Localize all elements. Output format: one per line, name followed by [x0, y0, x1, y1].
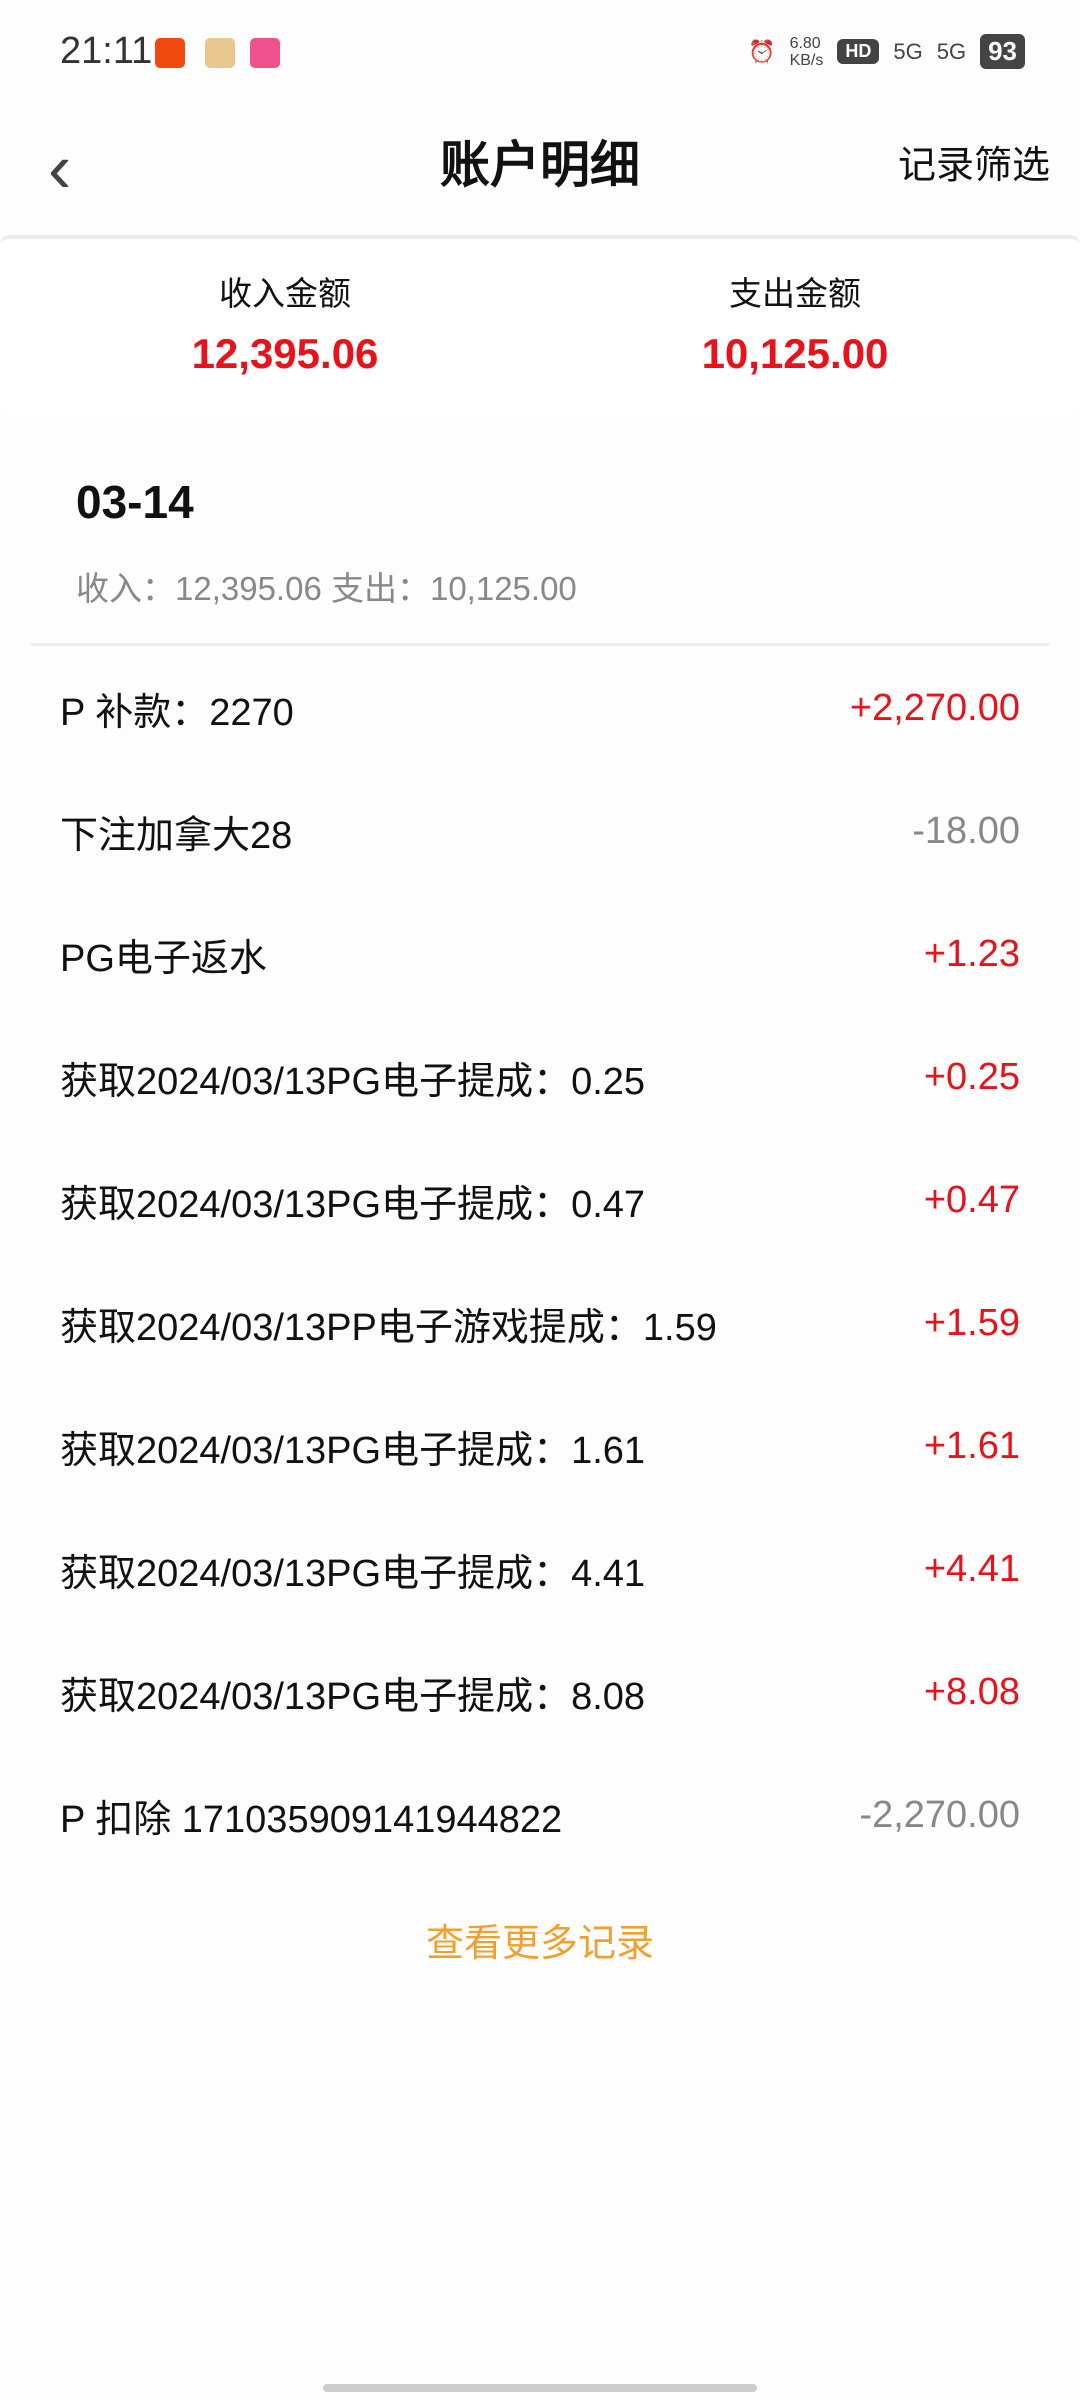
- status-indicators: ⏰ 6.80 KB/s HD 5G 5G 93: [748, 34, 1025, 69]
- signal-icon: 5G: [936, 38, 967, 64]
- record-description: P 补款：2270: [60, 691, 294, 734]
- record-amount: +0.25: [923, 1055, 1020, 1098]
- income-summary: 收入金额 12,395.06: [15, 269, 555, 389]
- chevron-left-icon[interactable]: ‹: [48, 129, 72, 207]
- record-description: 获取2024/03/13PG电子提成：4.41: [60, 1552, 646, 1595]
- record-amount: +2,270.00: [849, 686, 1020, 729]
- net-speed: 6.80 KB/s: [789, 34, 824, 69]
- battery-icon: 93: [980, 34, 1025, 69]
- record-amount: +1.61: [923, 1424, 1020, 1467]
- view-more-button[interactable]: 查看更多记录: [425, 1923, 654, 1965]
- group-date: 03-14: [76, 476, 194, 528]
- group-subtitle: 收入：12,395.06 支出：10,125.00: [76, 570, 577, 607]
- app-notification-icon: [155, 38, 185, 68]
- record-description: P 扣除 17103590914194482​2: [60, 1798, 563, 1841]
- record-row[interactable]: 获取2024/03/13PG电子提成：1.61 +1.61: [60, 1406, 1020, 1486]
- record-description: 获取2024/03/13PG电子提成：0.25: [60, 1060, 646, 1103]
- expense-amount: 10,125.00: [701, 330, 889, 377]
- record-description: 获取2024/03/13PP电子游戏提成：1.59: [60, 1306, 717, 1349]
- record-row[interactable]: 获取2024/03/13PG电子提成：0.47 +0.47: [60, 1160, 1020, 1240]
- income-label: 收入金额: [219, 275, 351, 312]
- expense-summary: 支出金额 10,125.00: [525, 269, 1065, 389]
- status-time: 21:11: [60, 30, 153, 72]
- record-row[interactable]: P 扣除 17103590914194482​2 -2,270.00: [60, 1775, 1020, 1855]
- record-amount: +0.47: [923, 1178, 1020, 1221]
- record-description: 下注加拿大28: [60, 814, 293, 857]
- record-row[interactable]: 获取2024/03/13PP电子游戏提成：1.59 +1.59: [60, 1283, 1020, 1363]
- record-description: PG电子返水: [60, 937, 267, 980]
- record-row[interactable]: 下注加拿大28 -18.00: [60, 791, 1020, 871]
- record-description: 获取2024/03/13PG电子提成：0.47: [60, 1183, 646, 1226]
- record-amount: +1.59: [923, 1301, 1020, 1344]
- record-description: 获取2024/03/13PG电子提成：8.08: [60, 1675, 646, 1718]
- record-row[interactable]: 获取2024/03/13PG电子提成：0.25 +0.25: [60, 1037, 1020, 1117]
- app-notification-icon: [205, 38, 235, 68]
- record-description: 获取2024/03/13PG电子提成：1.61: [60, 1429, 646, 1472]
- signal-icon: 5G: [893, 38, 923, 64]
- status-bar: 21:11 ⏰ 6.80 KB/s HD 5G 5G 93: [0, 0, 1080, 100]
- income-amount: 12,395.06: [191, 330, 379, 377]
- home-indicator[interactable]: [323, 2384, 757, 2392]
- app-notification-icon: [250, 38, 280, 68]
- alarm-icon: ⏰: [748, 38, 776, 64]
- record-amount: -18.00: [912, 809, 1020, 852]
- header: ‹ 账户明细 记录筛选: [0, 100, 1080, 235]
- expense-label: 支出金额: [729, 275, 861, 312]
- record-amount: +1.23: [923, 932, 1020, 975]
- record-row[interactable]: 获取2024/03/13PG电子提成：4.41 +4.41: [60, 1529, 1020, 1609]
- filter-records-button[interactable]: 记录筛选: [897, 145, 1050, 187]
- record-row[interactable]: 获取2024/03/13PG电子提成：8.08 +8.08: [60, 1652, 1020, 1732]
- record-row[interactable]: P 补款：2270 +2,270.00: [60, 668, 1020, 748]
- summary-card: 收入金额 12,395.06 支出金额 10,125.00: [0, 235, 1080, 415]
- record-amount: +4.41: [923, 1547, 1020, 1590]
- record-amount: +8.08: [923, 1670, 1020, 1713]
- page-title: 账户明细: [440, 137, 640, 193]
- divider: [30, 643, 1050, 646]
- record-amount: -2,270.00: [859, 1793, 1020, 1836]
- record-row[interactable]: PG电子返水 +1.23: [60, 914, 1020, 994]
- hd-icon: HD: [837, 39, 880, 64]
